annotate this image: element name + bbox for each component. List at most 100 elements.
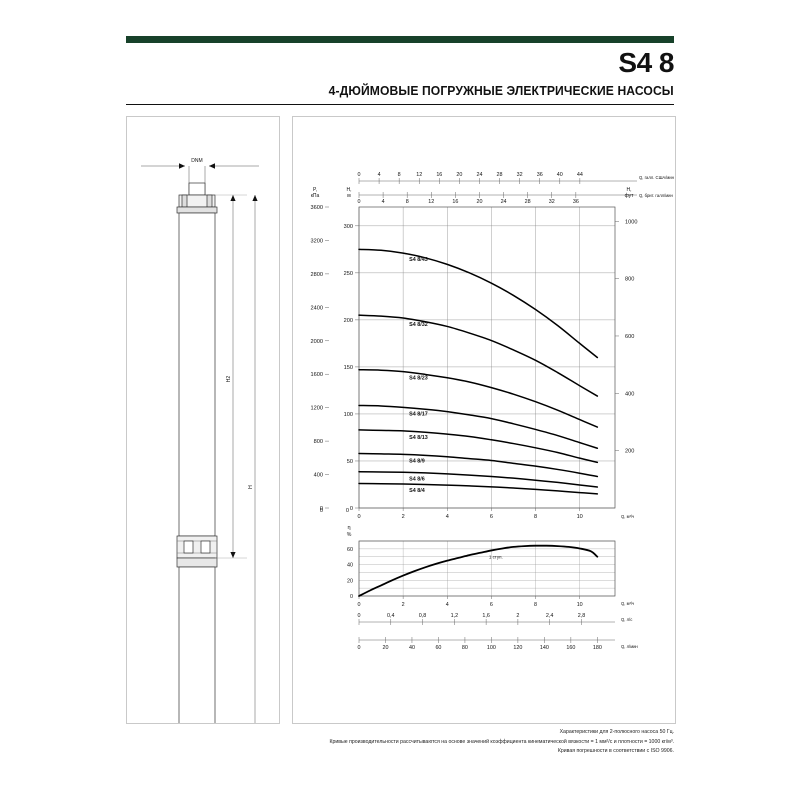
eff-bottom-tick-label: 0 bbox=[358, 602, 361, 608]
top-secondary-tick-label: 24 bbox=[501, 199, 507, 205]
left-primary-tick-label: 3200 bbox=[311, 238, 323, 244]
eff-ls-tick-label: 1,2 bbox=[451, 613, 459, 619]
top-primary-tick-label: 44 bbox=[577, 172, 583, 178]
eff-ls-tick-label: 1,6 bbox=[482, 613, 490, 619]
suction-inlet-left bbox=[183, 540, 194, 554]
pump-cross-section-drawing: DNM H2 H Ø bbox=[141, 158, 259, 723]
top-secondary-tick-label: 0 bbox=[358, 199, 361, 205]
head-curve bbox=[358, 429, 599, 464]
eff-bottom-tick-label: 10 bbox=[577, 602, 583, 608]
right-axis-tick-label: 800 bbox=[625, 277, 634, 283]
head-curve bbox=[358, 482, 599, 495]
eff-ls-tick-label: 0 bbox=[358, 613, 361, 619]
top-primary-tick-label: 8 bbox=[398, 172, 401, 178]
eff-left-tick-label: 20 bbox=[347, 578, 353, 584]
top-secondary-axis-label: Q, брит. галл/мин bbox=[639, 193, 673, 198]
right-axis-label: H, bbox=[627, 187, 632, 193]
head-curve bbox=[358, 404, 599, 450]
right-axis-tick-label: 200 bbox=[625, 449, 634, 455]
pump-head-detail-left bbox=[181, 194, 188, 208]
top-primary-tick-label: 4 bbox=[378, 172, 381, 178]
top-secondary-tick-label: 32 bbox=[549, 199, 555, 205]
left-primary-tick-label: 1200 bbox=[311, 406, 323, 412]
top-secondary-tick-label: 20 bbox=[476, 199, 482, 205]
head-chart-curve-labels: S4 8/43 S4 8/32 S4 8/23 S4 8/17 S4 8/13 S4 8/… bbox=[409, 257, 428, 494]
pump-discharge-port bbox=[188, 182, 206, 196]
eff-lmin-tick-label: 80 bbox=[462, 645, 468, 651]
h2-arrow-top bbox=[230, 195, 236, 201]
head-bottom-tick-label: 8 bbox=[534, 514, 537, 520]
left-secondary-tick-label: 0 bbox=[350, 506, 353, 512]
top-primary-tick-label: 32 bbox=[517, 172, 523, 178]
pump-head-flange bbox=[176, 206, 218, 214]
eff-lmin-axis-label: Q, л/мин bbox=[621, 644, 638, 649]
efficiency-curve bbox=[358, 544, 599, 597]
eff-lmin-tick-label: 140 bbox=[540, 645, 549, 651]
eff-ls-tick-label: 2,4 bbox=[546, 613, 554, 619]
eff-bottom-tick-label: 6 bbox=[490, 602, 493, 608]
left-primary-tick-label: 1600 bbox=[311, 372, 323, 378]
left-secondary-tick-label: 200 bbox=[344, 318, 353, 324]
top-primary-axis-label: Q, галл. США/мин bbox=[639, 175, 675, 180]
left-secondary-tick-label: 250 bbox=[344, 271, 353, 277]
motor-coupling-flange bbox=[176, 557, 218, 568]
eff-lmin-tick-label: 180 bbox=[593, 645, 602, 651]
head-curve bbox=[358, 471, 599, 488]
left-primary-tick-label: 0 bbox=[320, 506, 323, 512]
head-bottom-tick-label: 4 bbox=[446, 514, 449, 520]
left-primary-axis-label: P, bbox=[313, 187, 317, 193]
efficiency-curve-label: 1 ступ. bbox=[489, 555, 503, 560]
top-primary-tick-label: 24 bbox=[476, 172, 482, 178]
curve-label: S4 8/17 bbox=[409, 411, 428, 417]
curve-label: S4 8/23 bbox=[409, 376, 428, 382]
head-bottom-tick-label: 0 bbox=[357, 514, 360, 520]
curve-label: S4 8/43 bbox=[409, 257, 428, 263]
left-primary-tick-label: 2800 bbox=[311, 272, 323, 278]
eff-left-tick-label: 40 bbox=[347, 563, 353, 569]
top-secondary-tick-label: 36 bbox=[573, 199, 579, 205]
h-arrow-top bbox=[252, 195, 258, 201]
left-secondary-tick-label: 50 bbox=[347, 459, 353, 465]
suction-inlet-right bbox=[200, 540, 211, 554]
eff-ls-tick-label: 0,8 bbox=[419, 613, 427, 619]
pump-drawing-panel: DNM H2 H Ø bbox=[126, 116, 280, 724]
curve-label: S4 8/6 bbox=[409, 476, 425, 482]
top-primary-tick-label: 0 bbox=[358, 172, 361, 178]
footer-notes: Характеристики для 2-полюсного насоса 50… bbox=[254, 728, 674, 757]
eff-bottom-axis-label: Q, м³/ч bbox=[621, 601, 634, 606]
head-bottom-tick-label: 6 bbox=[490, 514, 493, 520]
header-divider bbox=[126, 104, 674, 105]
eff-bottom-tick-label: 8 bbox=[534, 602, 537, 608]
eff-left-tick-label: 0 bbox=[350, 594, 353, 600]
head-curve bbox=[358, 452, 599, 478]
eff-ls-tick-label: 2 bbox=[516, 613, 519, 619]
eff-left-tick-label: 60 bbox=[347, 547, 353, 553]
h2-arrow-bottom bbox=[230, 552, 236, 558]
eff-bottom-tick-label: 2 bbox=[402, 602, 405, 608]
eff-ls-tick-label: 2,8 bbox=[578, 613, 586, 619]
eff-axis-unit: % bbox=[347, 532, 352, 538]
top-secondary-tick-label: 16 bbox=[452, 199, 458, 205]
left-secondary-tick-label: 150 bbox=[344, 365, 353, 371]
eff-lmin-tick-label: 40 bbox=[409, 645, 415, 651]
pump-head-detail-right bbox=[206, 194, 213, 208]
efficiency-chart-curve: 1 ступ. bbox=[358, 544, 599, 597]
top-primary-tick-label: 28 bbox=[497, 172, 503, 178]
top-primary-tick-label: 16 bbox=[436, 172, 442, 178]
curve-label: S4 8/9 bbox=[409, 458, 425, 464]
pump-stage-body bbox=[178, 212, 216, 537]
header-accent-bar bbox=[126, 36, 674, 43]
eff-bottom-tick-label: 4 bbox=[446, 602, 449, 608]
h2-label: H2 bbox=[226, 376, 232, 383]
dnm-arrow-right bbox=[209, 163, 215, 169]
head-curve bbox=[358, 314, 599, 397]
top-secondary-tick-label: 4 bbox=[382, 199, 385, 205]
efficiency-chart-grid bbox=[358, 540, 615, 597]
motor-body bbox=[178, 566, 216, 723]
curve-label: S4 8/13 bbox=[409, 435, 428, 441]
left-primary-tick-label: 400 bbox=[314, 473, 323, 479]
dnm-label: DNM bbox=[191, 158, 202, 164]
